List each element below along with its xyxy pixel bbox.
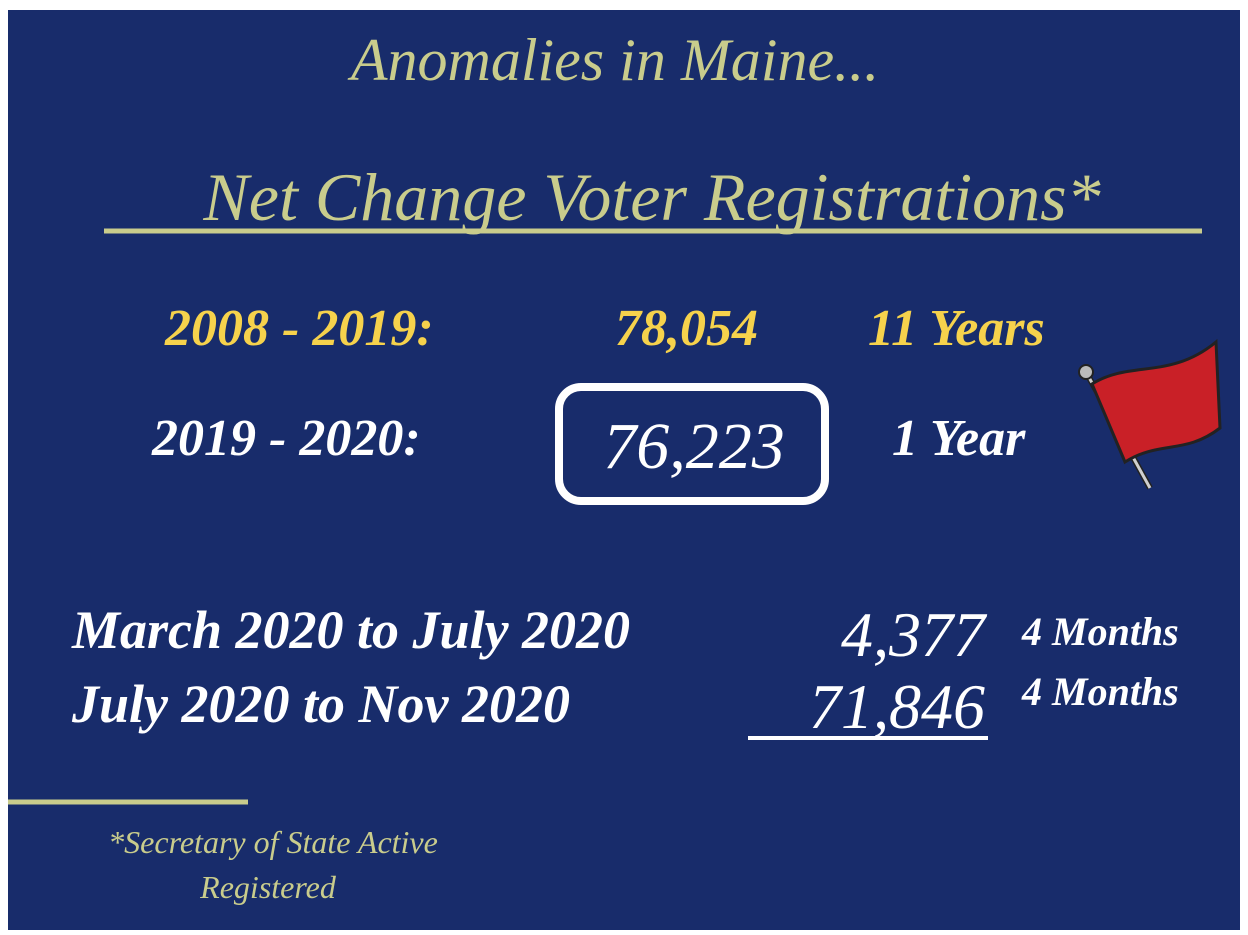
period: 2019 - 2020: xyxy=(151,410,421,467)
value: 4,377 xyxy=(841,599,988,670)
red-flag xyxy=(1078,338,1222,490)
value: 76,223 xyxy=(603,410,785,483)
footnote: Registered xyxy=(199,869,337,905)
background xyxy=(8,10,1240,930)
duration: 4 Months xyxy=(1021,669,1179,714)
highlight-box xyxy=(555,383,829,505)
subtitle: Net Change Voter Registrations* xyxy=(202,159,1100,235)
duration: 1 Year xyxy=(892,410,1026,467)
duration: 11 Years xyxy=(868,300,1045,357)
period: July 2020 to Nov 2020 xyxy=(71,674,570,734)
period: March 2020 to July 2020 xyxy=(71,600,630,660)
period: 2008 - 2019: xyxy=(164,300,434,357)
footnote: *Secretary of State Active xyxy=(108,824,438,860)
duration: 4 Months xyxy=(1021,609,1179,654)
value: 78,054 xyxy=(615,300,758,357)
value: 71,846 xyxy=(809,671,985,742)
title: Anomalies in Maine... xyxy=(347,27,879,93)
